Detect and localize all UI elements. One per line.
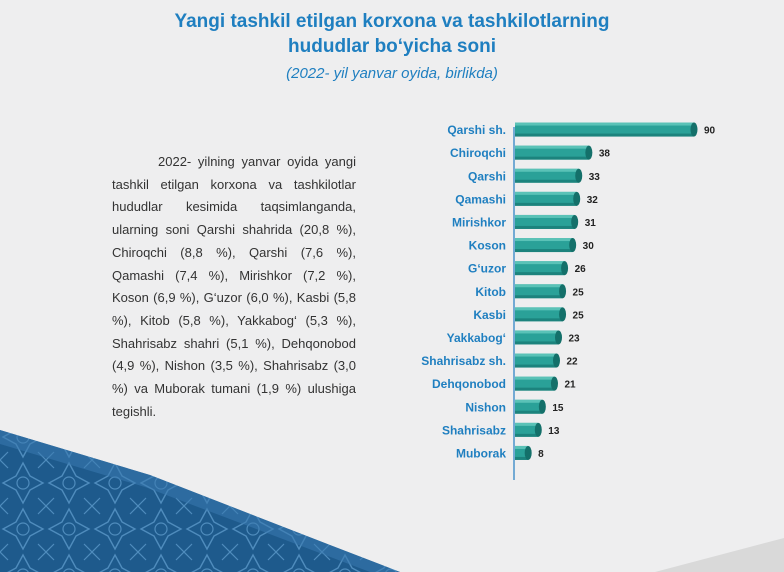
bar-highlight-8 <box>515 307 563 311</box>
value-label-5: 30 <box>583 241 595 252</box>
value-label-2: 33 <box>589 172 601 183</box>
bar-shadow-1 <box>515 156 589 160</box>
bar-shadow-14 <box>515 456 529 460</box>
category-label-7: Kitob <box>475 285 506 299</box>
value-label-4: 31 <box>585 218 597 229</box>
category-label-3: Qamashi <box>455 192 506 206</box>
bar-highlight-5 <box>515 238 573 242</box>
bar-cap-2 <box>575 168 583 183</box>
value-label-7: 25 <box>573 287 585 298</box>
bar-2 <box>515 168 579 183</box>
bar-shadow-11 <box>515 387 555 391</box>
bar-12 <box>515 399 543 414</box>
bar-14 <box>515 445 529 460</box>
category-label-11: Dehqonobod <box>432 377 506 391</box>
category-label-5: Koson <box>469 239 506 253</box>
bar-cap-11 <box>550 376 558 391</box>
category-label-1: Chiroqchi <box>450 146 506 160</box>
bar-3 <box>515 191 577 206</box>
bar-1 <box>515 145 589 160</box>
category-label-8: Kasbi <box>473 308 506 322</box>
bar-highlight-13 <box>515 422 539 426</box>
bar-cap-3 <box>573 191 581 206</box>
chart-title-line-2: hududlar bo‘yicha soni <box>288 36 496 57</box>
bar-shadow-12 <box>515 410 543 414</box>
category-label-0: Qarshi sh. <box>447 123 506 137</box>
value-label-8: 25 <box>573 310 585 321</box>
category-label-12: Nishon <box>465 400 506 414</box>
bar-7 <box>515 284 563 299</box>
chart-subtitle: (2022- yil yanvar oyida, birlikda) <box>286 65 498 82</box>
value-label-1: 38 <box>599 149 611 160</box>
category-label-9: Yakkabog‘ <box>447 331 506 345</box>
bar-shadow-9 <box>515 341 559 345</box>
bar-highlight-4 <box>515 214 575 218</box>
bar-cap-10 <box>552 353 560 368</box>
bar-0 <box>515 122 694 137</box>
value-label-3: 32 <box>587 195 599 206</box>
bar-cap-5 <box>569 238 577 253</box>
bar-shadow-6 <box>515 272 565 276</box>
bar-shadow-10 <box>515 364 557 368</box>
category-label-6: G‘uzor <box>468 262 506 276</box>
bar-highlight-1 <box>515 145 589 149</box>
bar-highlight-12 <box>515 399 543 403</box>
bar-cap-7 <box>559 284 567 299</box>
value-label-10: 22 <box>566 357 578 368</box>
value-label-12: 15 <box>552 403 564 414</box>
bar-highlight-14 <box>515 445 529 449</box>
bar-cap-13 <box>534 422 542 437</box>
category-label-4: Mirishkor <box>452 215 506 229</box>
bar-highlight-10 <box>515 353 557 357</box>
bar-shadow-2 <box>515 179 579 183</box>
value-label-13: 13 <box>548 426 560 437</box>
bar-cap-12 <box>538 399 546 414</box>
bar-4 <box>515 214 575 229</box>
bar-highlight-0 <box>515 122 694 126</box>
bar-5 <box>515 238 573 253</box>
bar-highlight-3 <box>515 191 577 195</box>
bar-highlight-7 <box>515 284 563 288</box>
bar-highlight-11 <box>515 376 555 380</box>
bar-cap-0 <box>690 122 698 137</box>
bar-highlight-6 <box>515 261 565 265</box>
bar-9 <box>515 330 559 345</box>
bar-chart: Qarshi sh. 90 Chiroqchi 38 Qarshi 33 Qamashi 32… <box>421 122 716 480</box>
bar-11 <box>515 376 555 391</box>
bar-shadow-3 <box>515 202 577 206</box>
value-label-0: 90 <box>704 126 716 137</box>
value-label-11: 21 <box>564 380 576 391</box>
category-label-14: Muborak <box>456 446 506 460</box>
bar-highlight-9 <box>515 330 559 334</box>
bar-highlight-2 <box>515 168 579 172</box>
bar-shadow-8 <box>515 318 563 322</box>
chart-title-line-1: Yangi tashkil etilgan korxona va tashkil… <box>174 11 610 32</box>
bar-cap-6 <box>561 261 569 276</box>
value-label-6: 26 <box>575 264 587 275</box>
bar-cap-14 <box>524 445 532 460</box>
bar-8 <box>515 307 563 322</box>
bar-13 <box>515 422 539 437</box>
value-label-14: 8 <box>538 449 544 460</box>
category-label-2: Qarshi <box>468 169 506 183</box>
bar-cap-8 <box>559 307 567 322</box>
bar-shadow-0 <box>515 133 694 137</box>
bar-shadow-7 <box>515 295 563 299</box>
bar-6 <box>515 261 565 276</box>
bar-shadow-5 <box>515 249 573 253</box>
bar-10 <box>515 353 557 368</box>
bar-cap-1 <box>585 145 593 160</box>
category-label-10: Shahrisabz sh. <box>421 354 506 368</box>
summary-paragraph: 2022- yilning yanvar oyida yangi tashkil… <box>112 154 356 419</box>
bar-shadow-4 <box>515 225 575 229</box>
bar-shadow-13 <box>515 433 539 437</box>
value-label-9: 23 <box>569 333 581 344</box>
category-label-13: Shahrisabz <box>442 423 506 437</box>
bar-cap-4 <box>571 214 579 229</box>
bar-cap-9 <box>555 330 563 345</box>
